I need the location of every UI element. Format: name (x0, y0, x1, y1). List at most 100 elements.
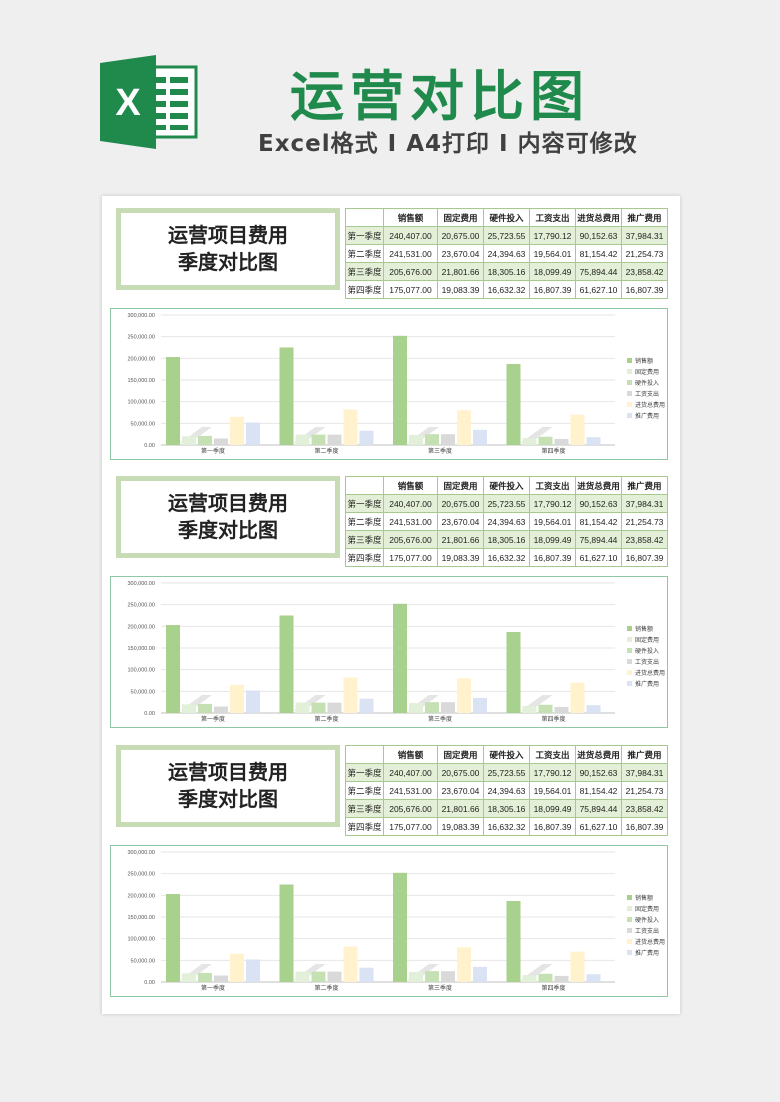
table-cell: 18,099.49 (529, 530, 576, 549)
legend-swatch (627, 917, 632, 922)
legend-swatch (627, 906, 632, 911)
table-cell: 61,627.10 (575, 280, 622, 299)
y-tick-label: 50,000.00 (131, 958, 155, 964)
bar (538, 436, 553, 445)
table-cell: 81,154.42 (575, 512, 622, 531)
table-row: 第四季度 175,077.00 19,083.39 16,632.32 16,8… (345, 548, 668, 567)
bar (554, 975, 569, 982)
bar (538, 704, 553, 713)
table-corner-cell (345, 208, 384, 227)
legend-label: 推广费用 (635, 951, 660, 957)
legend-item: 销售额 (627, 623, 671, 634)
legend-swatch (627, 939, 632, 944)
report-block: 运营项目费用 季度对比图 销售额 固定费用 硬件投入 工资支出 进货总费用 推广… (102, 733, 680, 997)
bar (166, 357, 180, 445)
bar (311, 434, 326, 445)
y-tick-label: 200,000.00 (127, 893, 155, 899)
table-cell: 205,676.00 (383, 530, 438, 549)
bar (409, 435, 423, 445)
x-tick-label: 第四季度 (541, 984, 565, 992)
bar (327, 434, 342, 445)
bar (279, 347, 294, 445)
table-cell: 20,675.00 (437, 763, 484, 782)
table-cell: 81,154.42 (575, 781, 622, 800)
legend-item: 进货总费用 (627, 667, 671, 678)
table-cell: 23,858.42 (621, 262, 668, 281)
legend-item: 硬件投入 (627, 914, 671, 925)
bar (586, 437, 601, 445)
y-tick-label: 250,000.00 (127, 603, 155, 609)
bar (359, 698, 374, 713)
y-tick-label: 300,000.00 (127, 313, 155, 319)
table-cell: 20,675.00 (437, 226, 484, 245)
page-subtitle: Excel格式 I A4打印 I 内容可修改 (258, 131, 638, 157)
chart-legend: 销售额 固定费用 硬件投入 工资支出 进货总费用 推广费用 (627, 623, 671, 689)
table-cell: 16,807.39 (529, 817, 576, 836)
bar (425, 702, 439, 713)
bar (522, 706, 537, 713)
bar (327, 702, 342, 713)
table-cell: 205,676.00 (383, 799, 438, 818)
table-row: 第三季度 205,676.00 21,801.66 18,305.16 18,0… (345, 530, 668, 549)
row-label: 第一季度 (345, 494, 384, 513)
table-cell: 23,858.42 (621, 530, 668, 549)
legend-label: 固定费用 (635, 638, 660, 644)
y-tick-label: 50,000.00 (131, 689, 155, 695)
table-corner-cell (345, 745, 384, 764)
y-tick-label: 250,000.00 (127, 335, 155, 341)
legend-swatch (627, 380, 632, 385)
bar (554, 706, 569, 713)
table-row: 第二季度 241,531.00 23,670.04 24,394.63 19,5… (345, 512, 668, 531)
bar (570, 414, 585, 445)
table-cell: 75,894.44 (575, 799, 622, 818)
table-cell: 16,632.32 (483, 548, 530, 567)
table-cell: 16,807.39 (621, 548, 668, 567)
row-label: 第四季度 (345, 817, 384, 836)
row-label: 第二季度 (345, 781, 384, 800)
bar (457, 678, 471, 713)
legend-label: 推广费用 (635, 682, 660, 688)
bar (506, 631, 521, 713)
bar (586, 974, 601, 982)
legend-swatch (627, 369, 632, 374)
bar-chart: 0.00 50,000.00 100,000.00 150,000.00 200,000… (110, 576, 668, 728)
logo-letter: X (115, 82, 141, 124)
legend-item: 进货总费用 (627, 936, 671, 947)
table-header-row: 销售额 固定费用 硬件投入 工资支出 进货总费用 推广费用 (345, 208, 668, 227)
bar (214, 975, 228, 982)
bar (473, 697, 487, 713)
legend-swatch (627, 950, 632, 955)
bar (441, 702, 455, 713)
table-cell: 23,670.04 (437, 781, 484, 800)
bar (554, 438, 569, 445)
x-tick-label: 第一季度 (201, 447, 225, 455)
bar (538, 973, 553, 982)
legend-label: 进货总费用 (635, 671, 666, 677)
y-tick-label: 100,000.00 (127, 668, 155, 674)
page-title: 运营对比图 (290, 65, 590, 128)
row-label: 第三季度 (345, 262, 384, 281)
table-header-row: 销售额 固定费用 硬件投入 工资支出 进货总费用 推广费用 (345, 476, 668, 495)
bar (506, 363, 521, 445)
y-tick-label: 300,000.00 (127, 850, 155, 856)
row-label: 第一季度 (345, 226, 384, 245)
table-row: 第三季度 205,676.00 21,801.66 18,305.16 18,0… (345, 262, 668, 281)
bar (409, 972, 423, 982)
column-header: 固定费用 (437, 208, 484, 227)
table-cell: 21,801.66 (437, 530, 484, 549)
bar (343, 409, 358, 445)
x-tick-label: 第二季度 (314, 447, 338, 455)
y-tick-label: 100,000.00 (127, 937, 155, 943)
table-cell: 24,394.63 (483, 512, 530, 531)
bar (214, 706, 228, 713)
bar (359, 430, 374, 445)
report-block: 运营项目费用 季度对比图 销售额 固定费用 硬件投入 工资支出 进货总费用 推广… (102, 196, 680, 460)
table-cell: 37,984.31 (621, 226, 668, 245)
table-cell: 19,083.39 (437, 280, 484, 299)
legend-item: 推广费用 (627, 678, 671, 689)
row-label: 第三季度 (345, 530, 384, 549)
bar (506, 900, 521, 982)
table-cell: 16,807.39 (621, 280, 668, 299)
legend-swatch (627, 637, 632, 642)
table-cell: 21,254.73 (621, 512, 668, 531)
